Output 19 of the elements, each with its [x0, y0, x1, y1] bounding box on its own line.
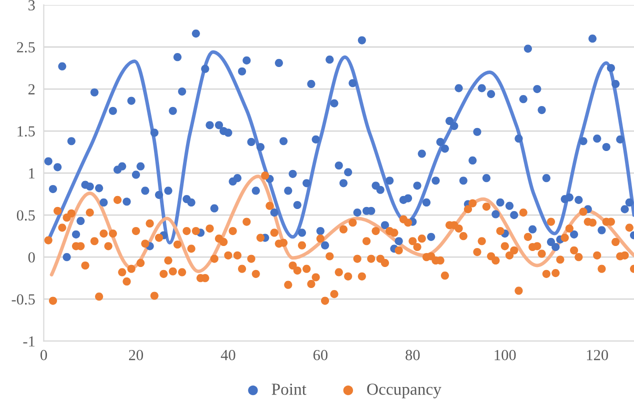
y-tick-label: 1.5	[18, 126, 35, 137]
x-tick-label: 120	[586, 350, 608, 360]
legend-label: Occupancy	[367, 384, 442, 398]
y-tick-label: 0.5	[16, 210, 35, 221]
x-tick-label: 0	[40, 350, 47, 360]
y-tick-label: 1	[29, 168, 34, 178]
x-tick-label: 80	[406, 350, 420, 360]
y-tick-label: 0	[28, 252, 35, 263]
x-tick-label: 20	[129, 350, 144, 360]
y-tick-label: -1	[23, 336, 34, 346]
x-tick-label: 100	[494, 350, 516, 360]
x-tick-label: 60	[313, 350, 328, 360]
y-tick-label: 2.5	[16, 42, 35, 53]
x-tick-label: 40	[220, 350, 236, 360]
y-tick-label: 3	[28, 0, 35, 10]
y-tick-label: -0.5	[12, 294, 35, 305]
y-tick-label: 2	[28, 84, 35, 94]
line-series	[50, 174, 634, 276]
legend-label: Point	[272, 384, 306, 395]
